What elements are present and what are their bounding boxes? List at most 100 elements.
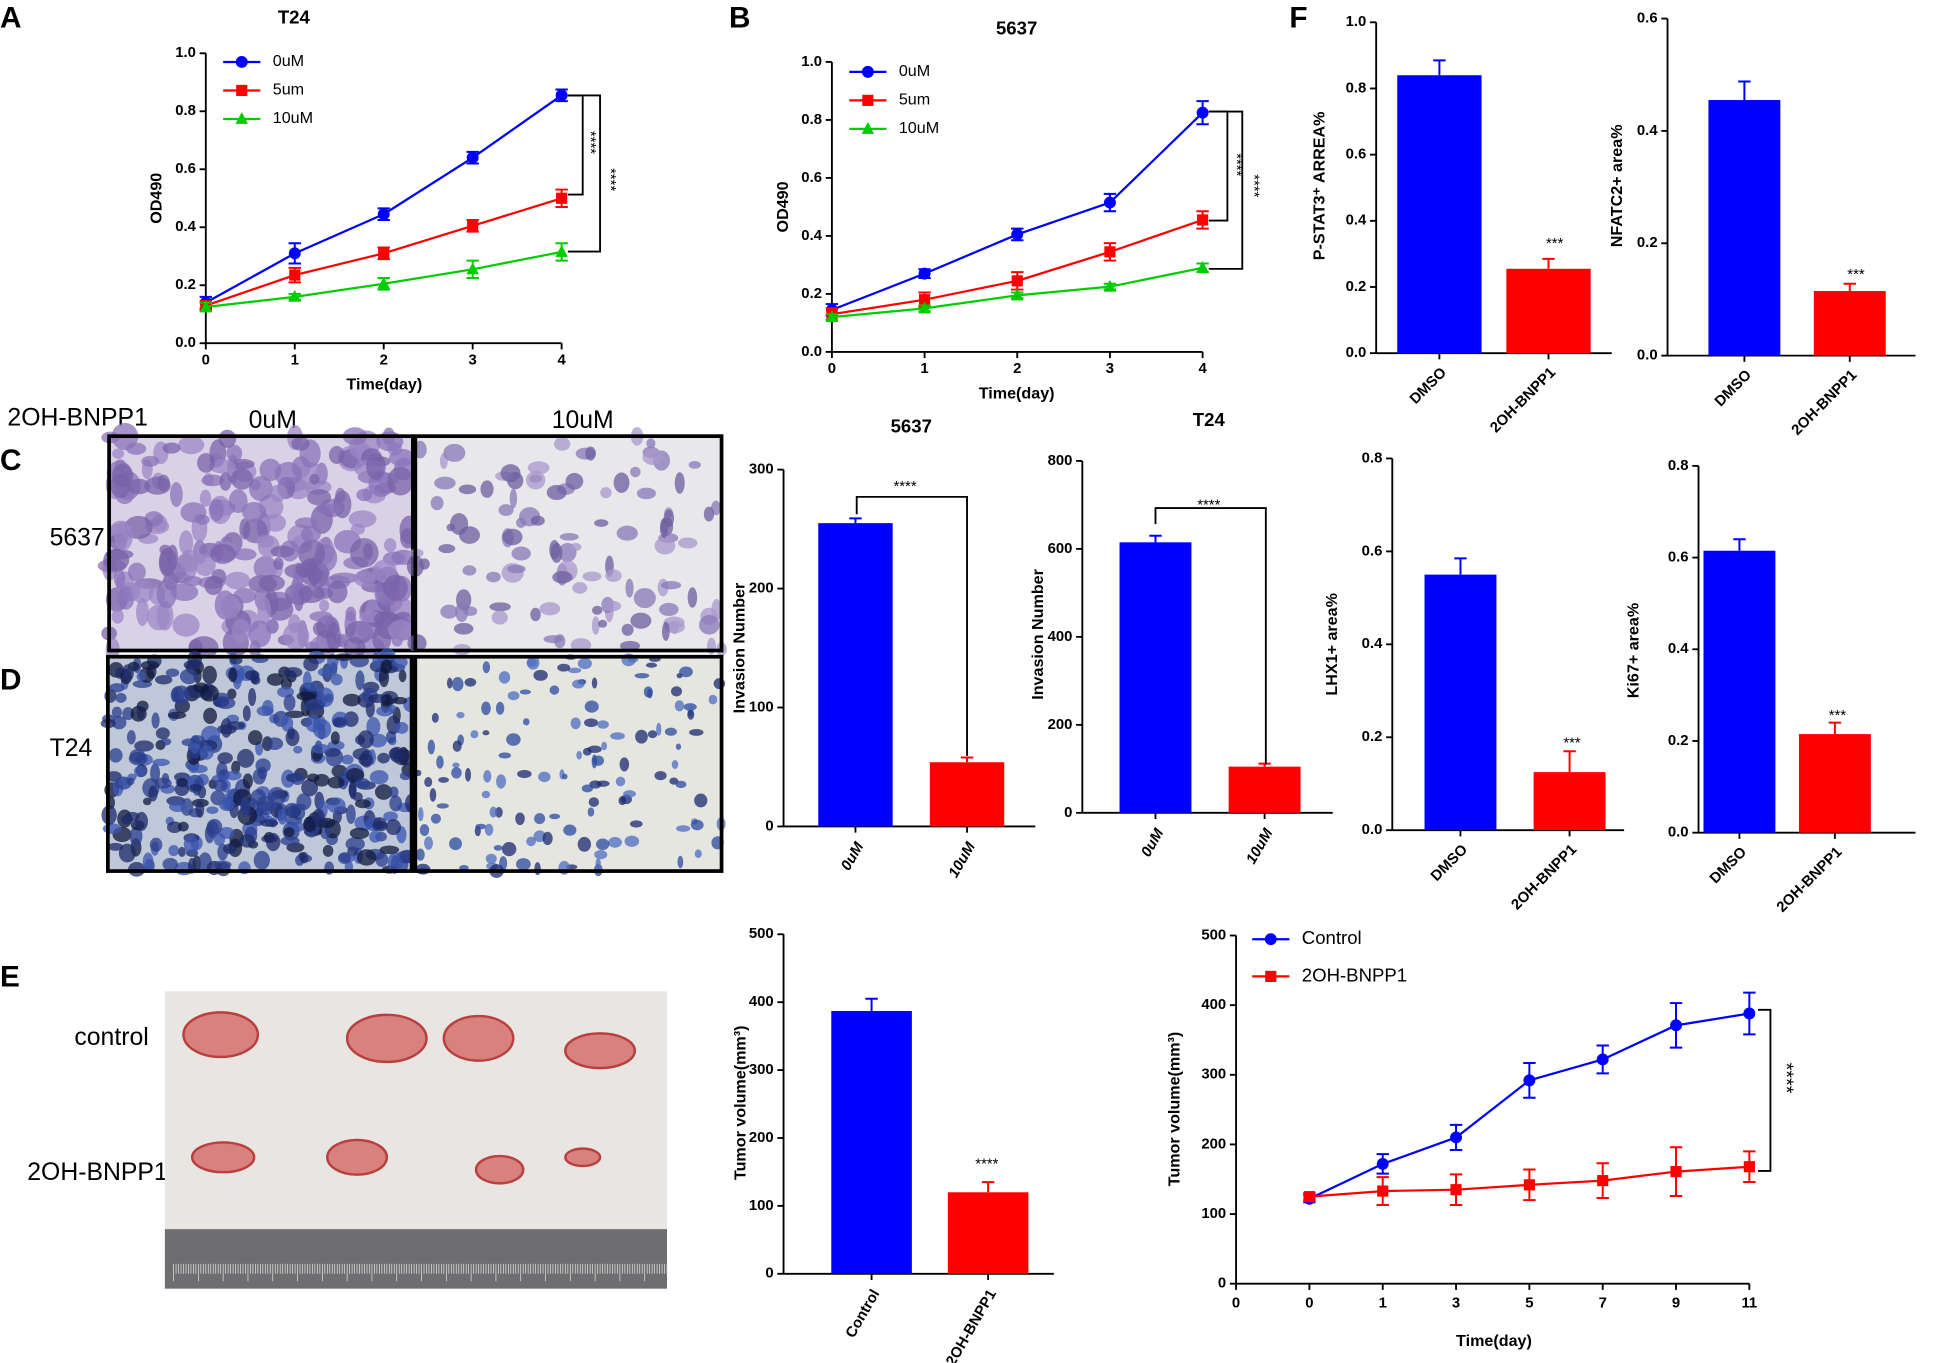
photo-detail bbox=[679, 666, 693, 678]
marker bbox=[1523, 1179, 1535, 1191]
photo-detail bbox=[213, 860, 232, 869]
photo-detail bbox=[113, 569, 126, 589]
photo-detail bbox=[355, 670, 365, 691]
chart-title: 5637 bbox=[996, 18, 1037, 39]
x-tick-label: 3 bbox=[1452, 1295, 1460, 1311]
photo-detail bbox=[601, 741, 608, 751]
photo-detail bbox=[507, 564, 526, 574]
y-tick-label: 600 bbox=[1048, 541, 1073, 557]
photo-detail bbox=[367, 694, 387, 703]
photo-detail bbox=[526, 836, 536, 847]
annotation: *** bbox=[1563, 735, 1581, 751]
photo-detail bbox=[703, 506, 715, 522]
photo-detail bbox=[399, 771, 412, 781]
photo-detail bbox=[516, 858, 531, 871]
photo-detail bbox=[369, 830, 382, 843]
photo-detail bbox=[280, 836, 300, 846]
photo-detail bbox=[136, 671, 146, 682]
panel-label: D bbox=[0, 663, 21, 696]
marker bbox=[1597, 1175, 1609, 1187]
y-tick-label: 400 bbox=[749, 994, 774, 1010]
y-tick-label: 0.2 bbox=[1668, 733, 1689, 749]
photo-detail bbox=[498, 671, 511, 684]
y-axis-label: Tumor volume(mm³) bbox=[732, 1026, 750, 1181]
y-axis-label: Ki67+ area% bbox=[1624, 603, 1642, 698]
photo-detail bbox=[687, 587, 698, 608]
photo-detail bbox=[156, 578, 177, 609]
photo-detail bbox=[677, 537, 698, 549]
photo-detail bbox=[357, 730, 374, 749]
photo-detail bbox=[266, 597, 294, 621]
bar bbox=[1228, 766, 1301, 813]
photo-detail bbox=[255, 758, 271, 773]
annotation: **** bbox=[582, 131, 598, 154]
bar bbox=[1703, 550, 1776, 833]
photo-detail bbox=[584, 700, 599, 713]
photo-detail bbox=[159, 547, 177, 576]
photo-frame bbox=[107, 434, 415, 653]
photo-detail bbox=[253, 850, 270, 870]
photo-detail bbox=[157, 474, 170, 492]
marker bbox=[1743, 1161, 1755, 1173]
photo-detail bbox=[517, 769, 532, 779]
annotation: *** bbox=[1847, 267, 1865, 283]
photo-detail bbox=[688, 460, 701, 469]
photo-detail bbox=[142, 852, 154, 871]
photo-detail bbox=[470, 730, 479, 739]
photo-detail bbox=[392, 696, 408, 705]
photo-detail bbox=[130, 705, 147, 722]
photo-detail bbox=[118, 777, 129, 786]
x-tick-label: 5 bbox=[1525, 1295, 1533, 1311]
y-tick-label: 0.8 bbox=[175, 103, 196, 119]
y-tick-label: 0.6 bbox=[1346, 147, 1367, 163]
photo-detail bbox=[507, 691, 520, 701]
y-tick-label: 0 bbox=[1064, 805, 1072, 821]
photo-detail bbox=[265, 832, 281, 852]
photo-detail bbox=[374, 784, 393, 800]
photo-detail bbox=[387, 852, 403, 872]
photo-detail bbox=[155, 727, 170, 740]
bar bbox=[1708, 100, 1781, 356]
photo-detail bbox=[384, 538, 397, 553]
photo-detail bbox=[355, 778, 370, 789]
photo-detail bbox=[484, 823, 494, 836]
photo-detail bbox=[333, 490, 352, 519]
error-bar bbox=[1454, 557, 1467, 575]
photo-detail bbox=[307, 489, 332, 506]
y-tick-label: 0.6 bbox=[1668, 550, 1689, 566]
photo-detail bbox=[111, 609, 124, 624]
photo-detail bbox=[584, 718, 599, 728]
photo-detail bbox=[429, 788, 437, 802]
photo-detail bbox=[346, 804, 356, 824]
x-axis-label: Time(day) bbox=[979, 384, 1055, 402]
photo-detail bbox=[219, 472, 232, 491]
photo-detail bbox=[105, 549, 134, 560]
y-tick-label: 800 bbox=[1048, 453, 1073, 469]
photo-detail bbox=[304, 698, 325, 713]
y-tick-label: 400 bbox=[1201, 997, 1226, 1013]
photo-detail bbox=[549, 813, 561, 820]
photo-detail bbox=[293, 745, 303, 754]
photo-detail bbox=[388, 747, 402, 760]
error-bar bbox=[1542, 257, 1555, 269]
photo-detail bbox=[538, 771, 551, 783]
photo-detail bbox=[174, 782, 189, 796]
photo-detail bbox=[616, 525, 638, 541]
photo-detail bbox=[572, 581, 588, 594]
photo-detail bbox=[178, 435, 205, 455]
photo-detail bbox=[309, 473, 320, 485]
photo-detail bbox=[112, 715, 127, 730]
photo-detail bbox=[459, 526, 480, 544]
photo-detail bbox=[165, 668, 180, 678]
marker bbox=[1303, 1191, 1315, 1203]
marker bbox=[377, 276, 390, 289]
y-tick-label: 0.2 bbox=[1346, 279, 1367, 295]
photo-detail bbox=[270, 545, 295, 558]
error-bar bbox=[1563, 750, 1576, 773]
bar bbox=[1397, 75, 1482, 354]
photo-detail bbox=[451, 677, 464, 692]
photo-detail bbox=[690, 819, 704, 831]
marker bbox=[555, 89, 568, 102]
photo-detail bbox=[301, 778, 319, 797]
